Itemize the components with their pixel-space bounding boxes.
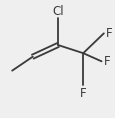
Text: F: F (79, 87, 86, 100)
Text: Cl: Cl (52, 5, 63, 18)
Text: F: F (103, 55, 109, 68)
Text: F: F (105, 27, 112, 40)
